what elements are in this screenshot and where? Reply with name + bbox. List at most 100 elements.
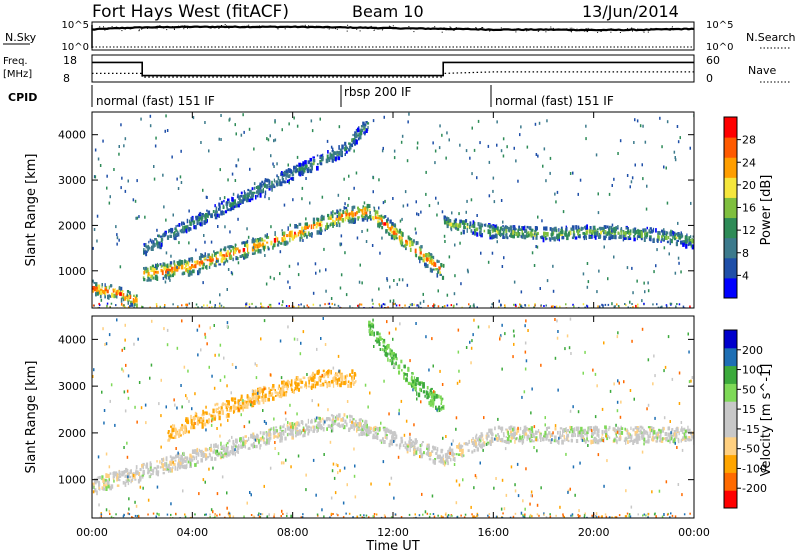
velocity-cell — [170, 458, 174, 461]
velocity-cell — [355, 380, 357, 383]
velocity-cell — [457, 453, 460, 456]
velocity-cell — [202, 419, 205, 423]
velocity-cell — [519, 433, 521, 437]
velocity-cell — [536, 438, 539, 442]
nsky-dot — [385, 27, 386, 29]
velocity-cell — [173, 424, 176, 428]
power-speck — [247, 235, 250, 239]
velocity-cell — [386, 345, 389, 350]
nsky-dot — [347, 24, 349, 26]
power-clutter — [607, 303, 610, 306]
power-speck — [312, 291, 315, 295]
power-speck — [645, 207, 648, 211]
power-cell — [675, 241, 678, 247]
velocity-cell — [198, 448, 200, 452]
power-clutter — [513, 303, 515, 306]
power-cell — [610, 231, 613, 235]
power-cell — [330, 153, 333, 159]
velocity-speck — [226, 491, 228, 495]
power-clutter — [490, 306, 492, 308]
velocity-speck — [251, 400, 253, 404]
velocity-cell — [316, 428, 319, 432]
power-speck — [195, 248, 197, 252]
power-cell — [193, 264, 197, 269]
power-cell — [117, 291, 120, 295]
velocity-speck — [574, 493, 576, 497]
power-cell — [408, 237, 411, 241]
power-cell — [637, 235, 641, 238]
power-speck — [149, 124, 152, 128]
velocity-cell — [413, 442, 415, 446]
velocity-cell — [565, 436, 568, 441]
power-cell — [345, 212, 349, 218]
power-speck — [597, 192, 599, 196]
velocity-cell — [210, 443, 212, 448]
power-clutter — [409, 303, 412, 306]
power-clutter — [359, 303, 361, 306]
velocity-cell — [289, 429, 292, 433]
velocity-cell — [511, 427, 514, 432]
velocity-cell — [336, 423, 339, 426]
nsky-dot — [610, 28, 612, 30]
nsky-dot — [392, 25, 394, 27]
power-cell — [633, 228, 635, 234]
velocity-cell — [439, 407, 441, 412]
power-cell — [199, 222, 202, 226]
power-speck — [281, 128, 283, 132]
power-cell — [607, 231, 609, 236]
power-speck — [311, 129, 314, 133]
power-cell — [102, 290, 105, 293]
velocity-cell — [432, 403, 434, 408]
velocity-cell — [647, 439, 650, 443]
velocity-cell — [309, 375, 312, 378]
velocity-cell — [433, 460, 436, 465]
power-cell — [596, 234, 598, 237]
velocity-cell — [369, 426, 372, 430]
nsky-dot — [102, 28, 104, 30]
power-speck — [633, 141, 635, 144]
nsky-dot — [174, 28, 175, 30]
power-cell — [426, 257, 429, 262]
velocity-cell — [461, 445, 464, 448]
power-speck — [690, 244, 693, 248]
power-cell — [301, 226, 304, 231]
velocity-cell — [257, 397, 259, 402]
power-cell — [449, 219, 452, 223]
power-cell — [234, 243, 237, 247]
power-speck — [492, 189, 494, 193]
velocity-cell — [384, 436, 387, 439]
velocity-cell — [440, 448, 444, 452]
velocity-cell — [523, 425, 527, 430]
velocity-speck — [98, 503, 100, 507]
velocity-cell — [410, 441, 413, 447]
velocity-speck — [231, 363, 234, 366]
velocity-cell — [275, 426, 278, 429]
power-cell — [257, 248, 259, 254]
velocity-speck — [206, 342, 208, 346]
power-speck — [679, 136, 681, 140]
velocity-cell — [180, 464, 182, 469]
nsky-dot — [627, 28, 629, 30]
velocity-cell — [669, 438, 671, 444]
velocity-cell — [363, 425, 366, 431]
velocity-cell — [307, 428, 311, 434]
velocity-cell — [161, 458, 164, 461]
velocity-cell — [384, 352, 388, 357]
velocity-cell — [683, 427, 686, 431]
velocity-speck — [242, 399, 244, 402]
power-cell — [156, 264, 159, 268]
power-clutter — [578, 306, 580, 308]
power-speck — [176, 265, 178, 269]
velocity-cell — [582, 429, 584, 435]
velocity-cell — [178, 429, 181, 434]
power-speck — [164, 129, 166, 133]
velocity-cell — [245, 405, 249, 409]
power-clutter — [214, 306, 216, 308]
power-cell — [191, 258, 194, 263]
power-cell — [405, 239, 408, 243]
velocity-cell — [378, 337, 381, 341]
velocity-cell — [282, 425, 285, 429]
velocity-speck — [559, 505, 561, 509]
velocity-cell — [181, 464, 184, 469]
